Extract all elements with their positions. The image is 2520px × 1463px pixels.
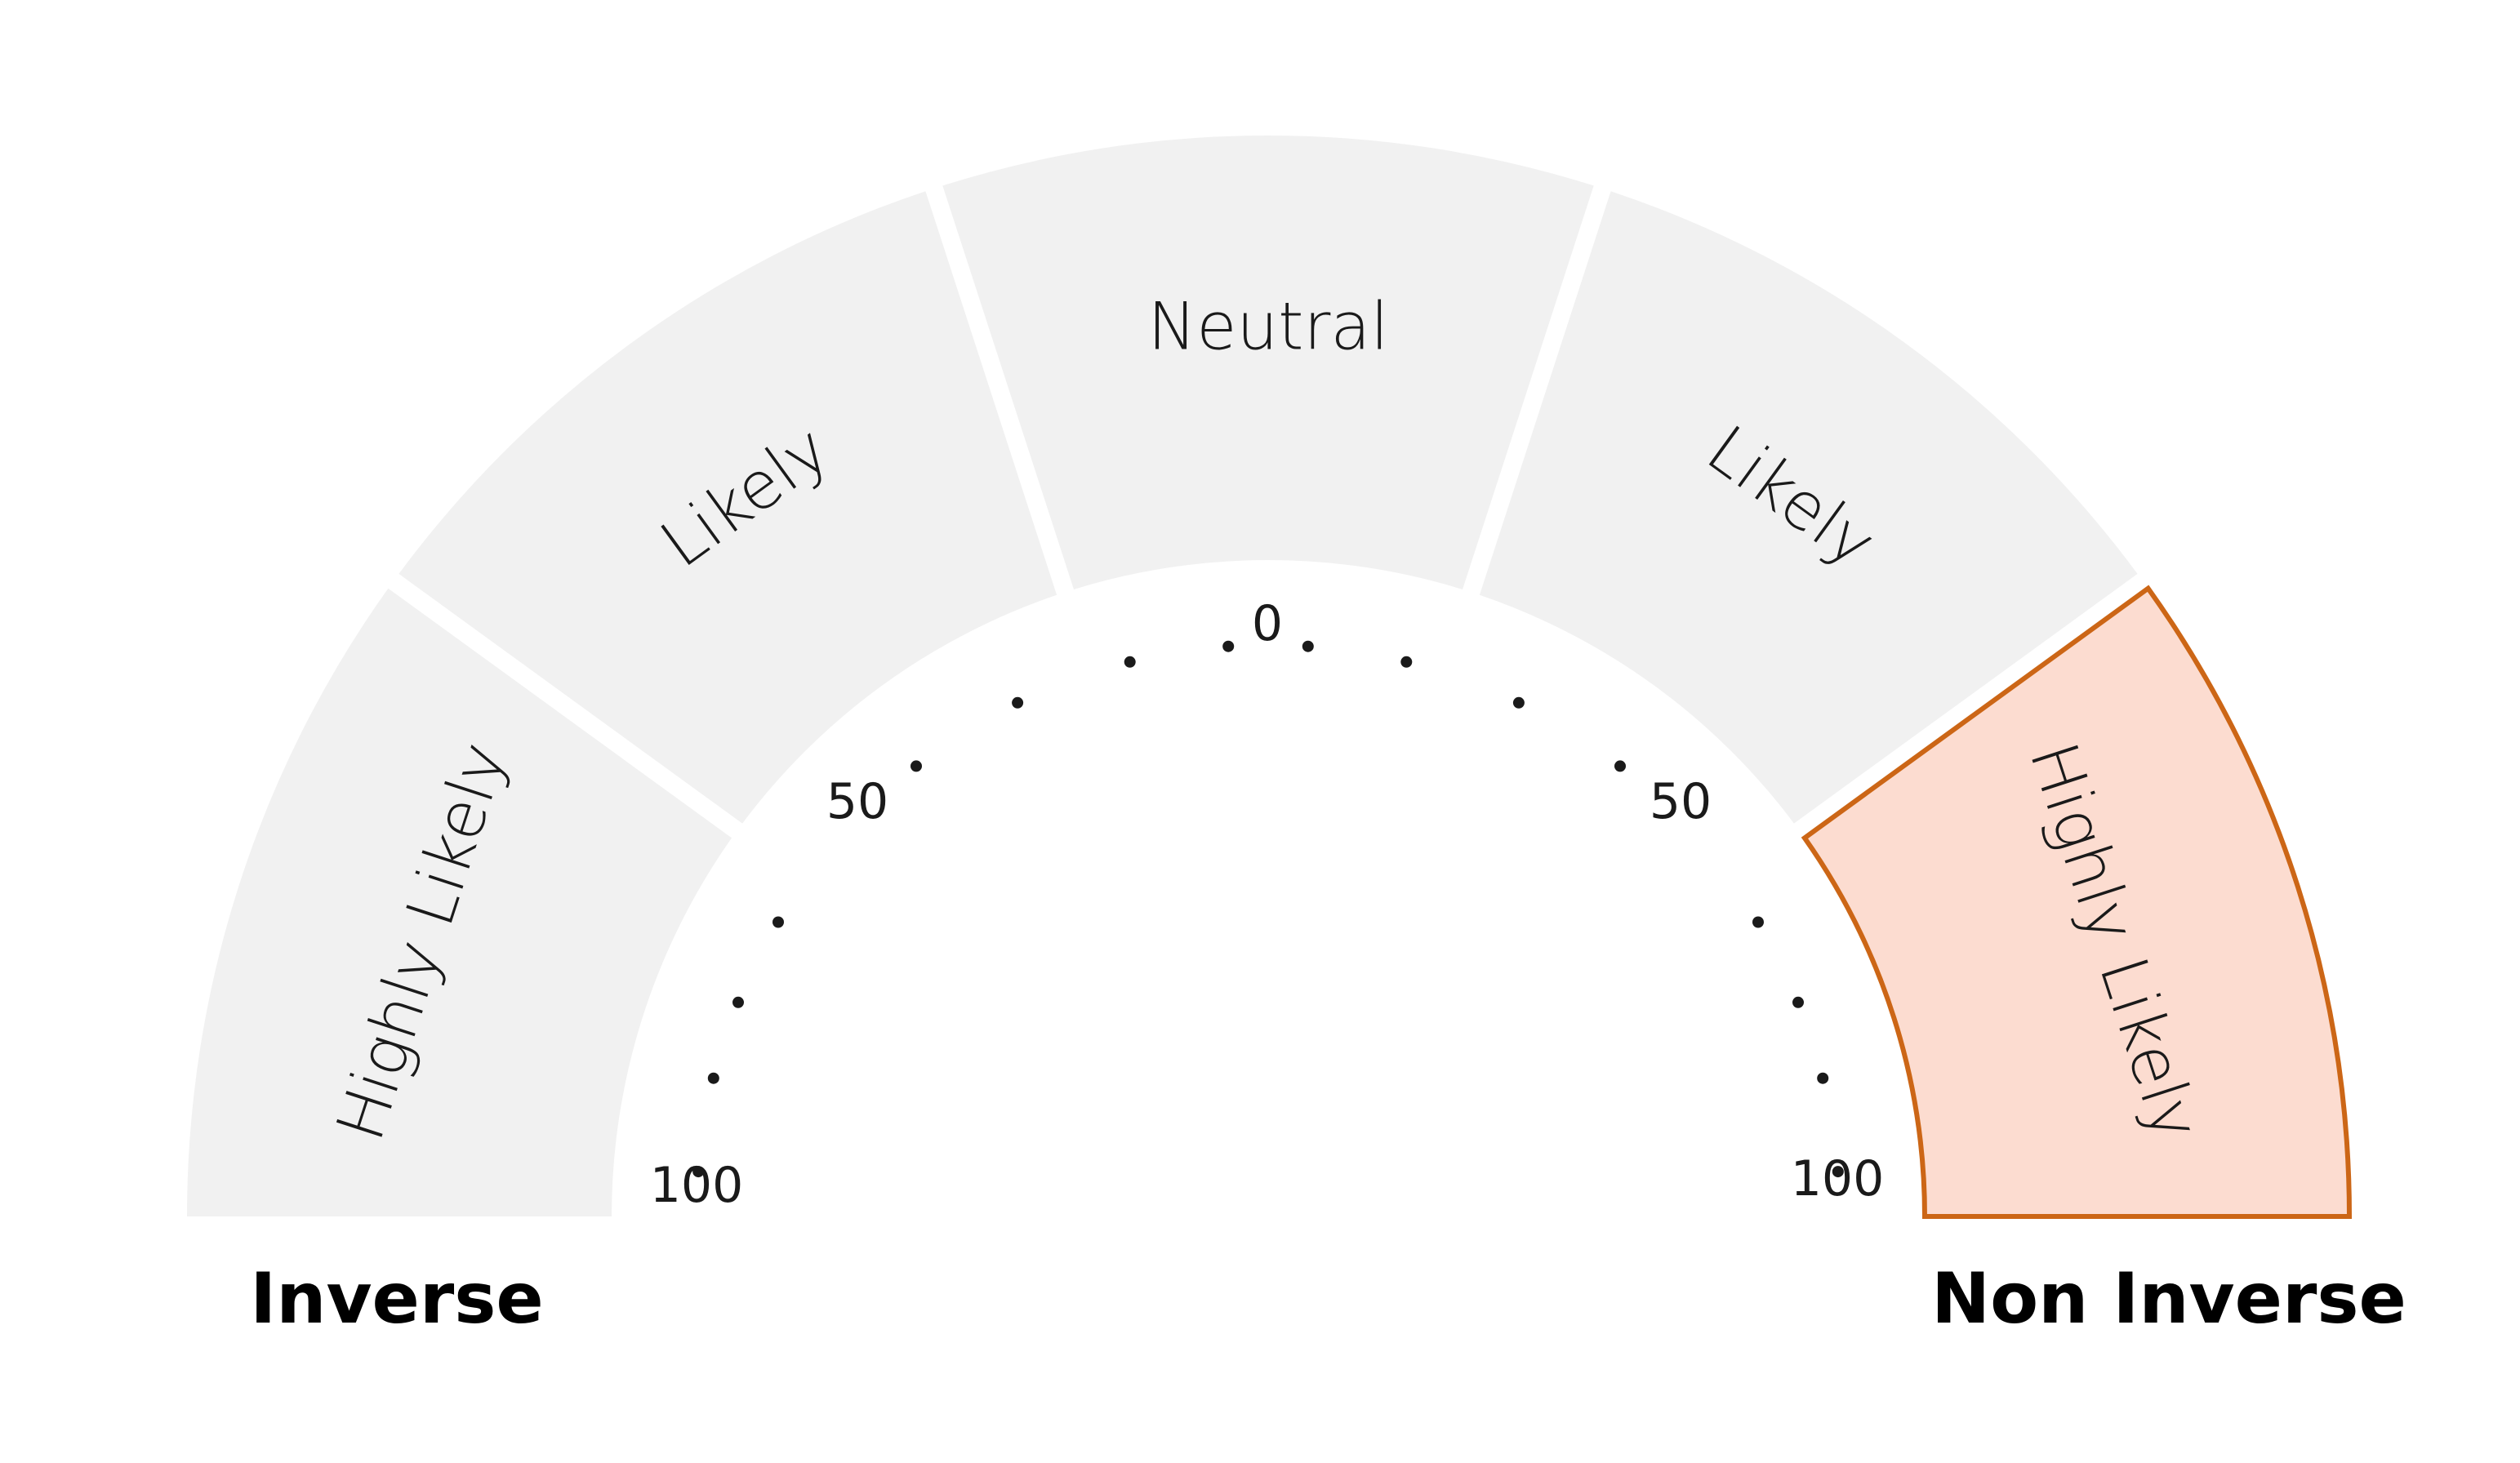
gauge-tick-dot bbox=[1512, 696, 1525, 709]
gauge-tick-dot bbox=[1614, 760, 1626, 772]
gauge-tick-dots bbox=[692, 640, 1844, 1178]
gauge-tick-dot bbox=[772, 916, 784, 928]
tick-label-left-50: 50 bbox=[826, 773, 888, 830]
inverse-label: Inverse bbox=[250, 1258, 544, 1340]
gauge-side-labels: Inverse Non Inverse bbox=[250, 1258, 2406, 1340]
gauge-tick-dot bbox=[1124, 656, 1136, 668]
gauge-tick-dot bbox=[910, 760, 922, 772]
gauge-tick-dot bbox=[732, 996, 744, 1008]
gauge-tick-dot bbox=[1792, 996, 1804, 1008]
gauge-tick-dot bbox=[1222, 640, 1235, 652]
gauge-segments bbox=[187, 135, 2353, 1219]
gauge-segment-4 bbox=[1479, 191, 2138, 824]
tick-label-right-100: 100 bbox=[1791, 1150, 1885, 1207]
tick-label-left-100: 100 bbox=[650, 1157, 744, 1214]
gauge-segment-1 bbox=[187, 588, 732, 1216]
gauge-segment-2 bbox=[398, 191, 1057, 824]
gauge-tick-dot bbox=[1012, 696, 1024, 709]
gauge-segment-3 bbox=[942, 135, 1594, 590]
tick-label-zero: 0 bbox=[1252, 595, 1283, 652]
non-inverse-label: Non Inverse bbox=[1931, 1258, 2406, 1340]
gauge-tick-dot bbox=[1302, 640, 1314, 652]
gauge-tick-dot bbox=[707, 1072, 719, 1084]
gauge-tick-labels: 100 50 0 50 100 bbox=[650, 595, 1885, 1214]
gauge-tick-dot bbox=[1817, 1072, 1829, 1084]
gauge-tick-dot bbox=[692, 1166, 705, 1178]
gauge-segment-label-3: Neutral bbox=[1147, 289, 1388, 365]
tick-label-right-50: 50 bbox=[1650, 773, 1712, 830]
gauge-segment-5-selected bbox=[1801, 585, 2353, 1219]
gauge-tick-dot bbox=[1832, 1166, 1844, 1178]
gauge-tick-dot bbox=[1752, 916, 1764, 928]
gauge-tick-dot bbox=[1400, 656, 1413, 668]
